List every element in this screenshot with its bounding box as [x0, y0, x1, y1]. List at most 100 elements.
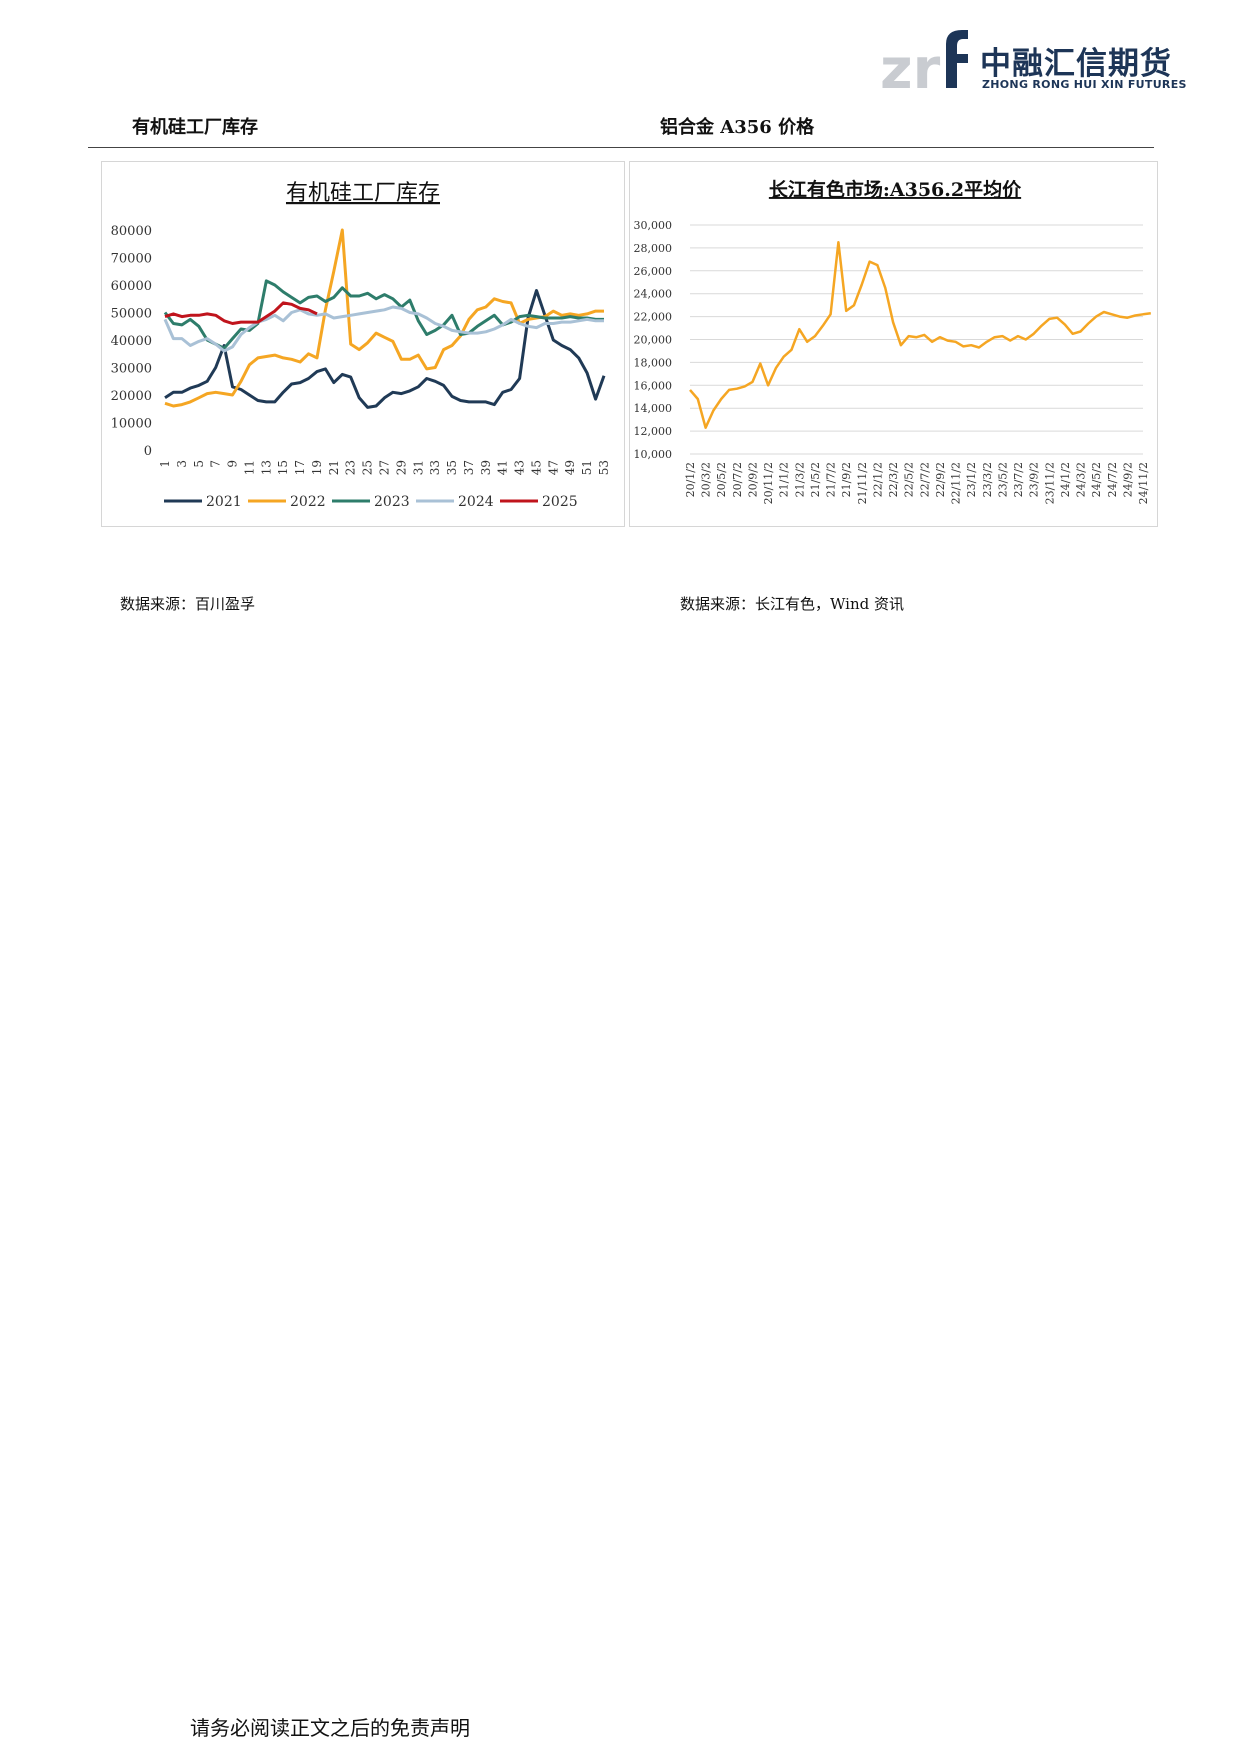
series-line-2023: [163, 279, 604, 350]
x-tick-label: 20/3/2: [700, 462, 713, 497]
inventory-chart: 有机硅工厂库存 0 10000 20000 30000 40000 50000 60000 70…: [111, 181, 611, 510]
x-tick-label: 23/1/2: [965, 462, 978, 497]
x-tick-label: 25: [361, 460, 375, 475]
inventory-chart-panel: 有机硅工厂库存 0 10000 20000 30000 40000 50000 60000 70…: [101, 161, 625, 527]
x-tick-label: 49: [563, 460, 577, 475]
x-tick-label: 20/11/2: [762, 462, 775, 504]
x-tick-label: 23/5/2: [996, 462, 1009, 497]
y-tick-label: 30000: [111, 362, 152, 377]
chart-title: 有机硅工厂库存: [286, 181, 440, 206]
x-tick-label: 24/9/2: [1121, 462, 1134, 497]
x-tick-label: 23/11/2: [1043, 462, 1056, 504]
legend-label-2021: 2021: [206, 494, 242, 510]
chart-title: 长江有色市场:A356.2平均价: [769, 178, 1022, 201]
x-tick-label: 22/5/2: [903, 462, 916, 497]
x-tick-label: 13: [259, 460, 273, 475]
y-tick-label: 70000: [111, 252, 152, 267]
y-tick-label: 24,000: [634, 288, 673, 301]
x-tick-label: 41: [496, 460, 510, 475]
x-tick-label: 43: [513, 460, 527, 475]
y-tick-label: 16,000: [634, 379, 673, 392]
x-tick-label: 22/7/2: [918, 462, 931, 497]
brand-logo-mark: zr: [880, 30, 968, 94]
x-tick-label: 23/7/2: [1012, 462, 1025, 497]
x-tick-label: 20/9/2: [746, 462, 759, 497]
x-tick-label: 21/7/2: [825, 462, 838, 497]
x-tick-label: 51: [580, 460, 594, 475]
x-tick-label: 5: [192, 460, 206, 468]
x-tick-label: 35: [445, 460, 459, 475]
y-tick-label: 10000: [111, 417, 152, 432]
x-tick-label: 21: [327, 460, 341, 475]
x-tick-label: 20/7/2: [731, 462, 744, 497]
left-section-title: 有机硅工厂库存: [132, 117, 258, 138]
x-tick-label: 53: [597, 460, 611, 475]
right-section-title: 铝合金 A356 价格: [660, 117, 815, 138]
svg-text:zr: zr: [880, 37, 941, 94]
legend-label-2023: 2023: [374, 494, 410, 510]
y-tick-label: 30,000: [634, 219, 673, 232]
y-tick-label: 50000: [111, 307, 152, 322]
legend-label-2025: 2025: [542, 494, 578, 510]
y-tick-label: 80000: [111, 224, 152, 239]
x-tick-label: 21/5/2: [809, 462, 822, 497]
x-tick-label: 23: [344, 460, 358, 475]
y-tick-label: 0: [144, 444, 152, 459]
right-source-note: 数据来源：长江有色，Wind 资讯: [680, 595, 904, 613]
x-tick-label: 23/3/2: [981, 462, 994, 497]
x-tick-label: 31: [411, 460, 425, 475]
x-tick-label: 37: [462, 460, 476, 475]
legend-label-2022: 2022: [290, 494, 326, 510]
x-tick-label: 21/11/2: [856, 462, 869, 504]
y-tick-label: 20,000: [634, 334, 673, 347]
x-tick-label: 21/3/2: [793, 462, 806, 497]
x-tick-label: 23/9/2: [1028, 462, 1041, 497]
header-divider: [88, 147, 1154, 148]
x-tick-label: 20/1/2: [684, 462, 697, 497]
x-tick-label: 19: [310, 460, 324, 475]
left-source-note: 数据来源：百川盈孚: [120, 595, 256, 613]
x-tick-label: 22/11/2: [950, 462, 963, 504]
logo-chinese-name: 中融汇信期货: [980, 46, 1172, 82]
y-tick-label: 12,000: [634, 425, 673, 438]
x-tick-label: 22/3/2: [887, 462, 900, 497]
series-line-2024: [163, 305, 604, 353]
y-tick-label: 28,000: [634, 242, 673, 255]
y-tick-label: 20000: [111, 389, 152, 404]
x-tick-label: 24/7/2: [1106, 462, 1119, 497]
x-tick-label: 24/3/2: [1075, 462, 1088, 497]
price-chart: 长江有色市场:A356.2平均价 10,000 12,000 14,000 16,000…: [634, 178, 1151, 504]
x-tick-label: 22/1/2: [871, 462, 884, 497]
series-line-2025: [164, 301, 318, 325]
series-line-2022: [164, 228, 604, 408]
x-tick-label: 15: [276, 460, 290, 475]
x-tick-label: 39: [479, 460, 493, 475]
x-tick-label: 47: [546, 460, 560, 475]
x-tick-label: 24/5/2: [1090, 462, 1103, 497]
y-tick-label: 22,000: [634, 311, 673, 324]
price-chart-panel: 长江有色市场:A356.2平均价 10,000 12,000 14,000 16,000…: [629, 161, 1158, 527]
y-tick-label: 26,000: [634, 265, 673, 278]
x-tick-label: 22/9/2: [934, 462, 947, 497]
logo-english-name: ZHONG RONG HUI XIN FUTURES: [982, 78, 1187, 91]
y-tick-label: 40000: [111, 334, 152, 349]
x-tick-label: 24/1/2: [1059, 462, 1072, 497]
x-tick-label: 21/9/2: [840, 462, 853, 497]
x-tick-label: 11: [242, 460, 256, 475]
x-tick-label: 17: [293, 460, 307, 475]
x-tick-label: 27: [378, 460, 392, 475]
legend-label-2024: 2024: [458, 494, 494, 510]
disclaimer-footer: 请务必阅读正文之后的免责声明: [190, 1716, 470, 1740]
x-tick-label: 20/5/2: [715, 462, 728, 497]
y-tick-label: 18,000: [634, 356, 673, 369]
x-tick-label: 7: [209, 460, 223, 468]
x-tick-label: 9: [226, 460, 240, 468]
y-tick-label: 14,000: [634, 402, 673, 415]
y-tick-label: 10,000: [634, 448, 673, 461]
x-tick-label: 29: [394, 460, 408, 475]
price-series-line: [689, 240, 1151, 429]
x-tick-label: 45: [529, 460, 543, 475]
x-tick-label: 33: [428, 460, 442, 475]
x-tick-label: 21/1/2: [778, 462, 791, 497]
y-tick-label: 60000: [111, 279, 152, 294]
